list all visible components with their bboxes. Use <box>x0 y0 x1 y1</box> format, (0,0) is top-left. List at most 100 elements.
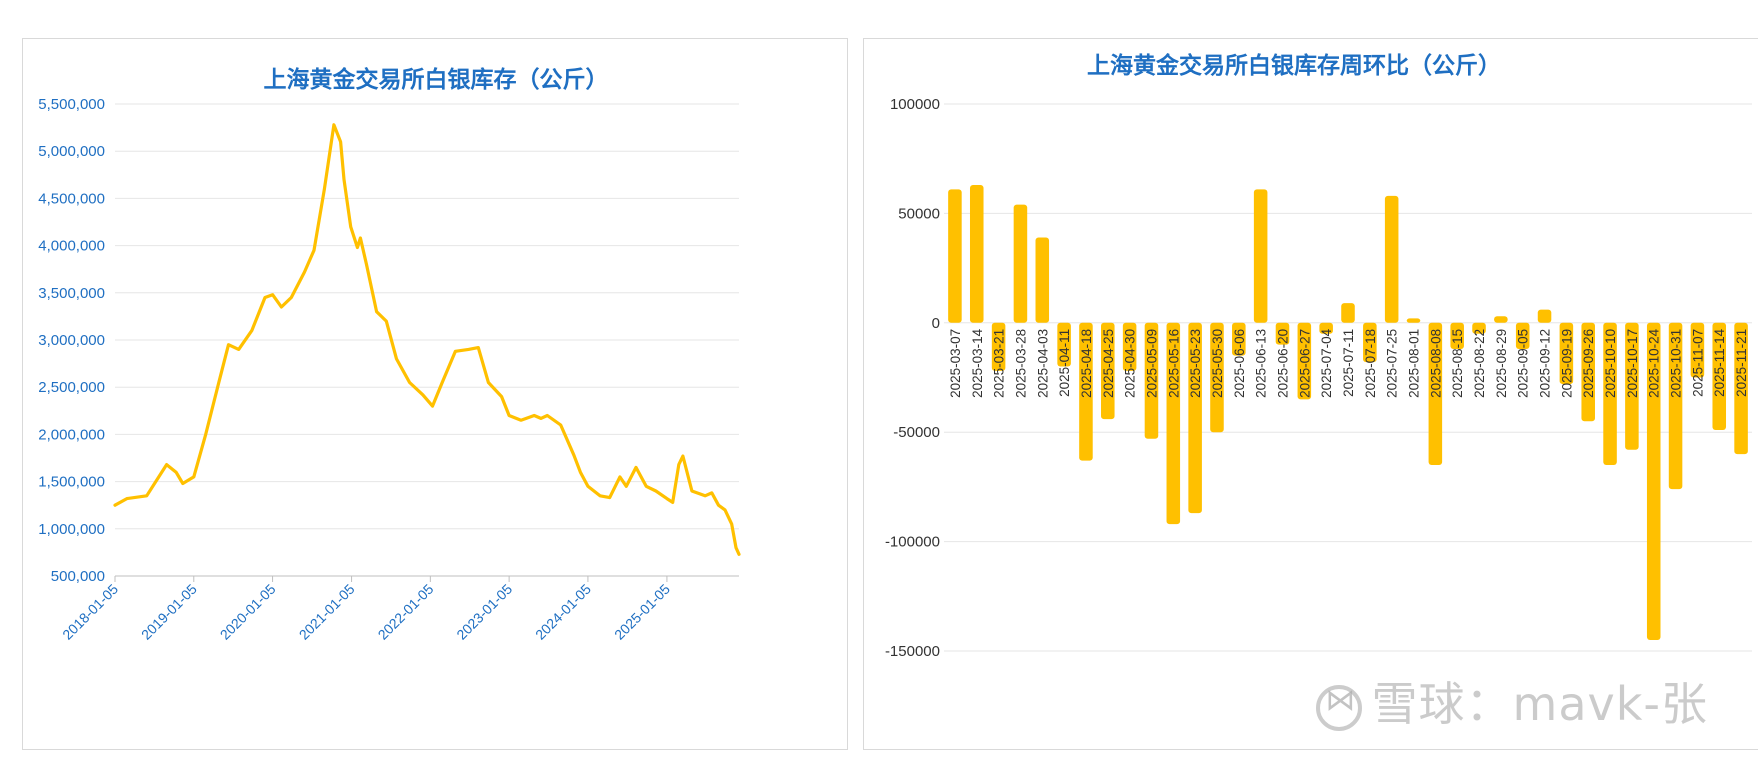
x-tick-label: 2025-10-17 <box>1625 329 1640 398</box>
y-tick-label: -100000 <box>885 534 940 551</box>
y-tick-label: 3,500,000 <box>38 285 105 302</box>
bar <box>1646 322 1661 641</box>
bar <box>1210 322 1224 433</box>
bar <box>1472 322 1486 334</box>
snowball-logo-icon <box>1315 683 1362 731</box>
x-tick-label: 2025-10-24 <box>1647 328 1662 398</box>
inventory-line-chart: 上海黄金交易所白银库存（公斤） 5,500,000 5,000,000 4,500,… <box>38 66 741 643</box>
x-tick-label: 2025-08-29 <box>1494 329 1509 398</box>
x-tick-label: 2025-09-19 <box>1559 329 1574 398</box>
x-tick-label: 2025-08-08 <box>1428 329 1443 398</box>
bar <box>1363 322 1377 363</box>
x-tick-label: 2023-01-05 <box>453 581 515 643</box>
bar <box>1559 322 1574 385</box>
bar <box>1079 322 1093 461</box>
x-tick-label: 2025-03-07 <box>948 329 963 398</box>
x-tick-label: 2025-04-30 <box>1123 329 1138 398</box>
x-tick-label: 2025-07-04 <box>1319 328 1334 398</box>
x-tick-label: 2025-06-13 <box>1254 329 1269 398</box>
x-tick-label: 2025-05-23 <box>1188 329 1203 398</box>
y-tick-label: 4,500,000 <box>38 190 105 207</box>
x-tick-label: 2019-01-05 <box>138 581 200 643</box>
x-tick-label: 2025-05-16 <box>1166 329 1181 398</box>
bar <box>1341 303 1355 323</box>
y-tick-label: 3,000,000 <box>38 332 105 349</box>
bar <box>1603 322 1617 466</box>
y-tick-label: 4,000,000 <box>38 238 105 255</box>
x-tick-label: 2025-09-26 <box>1581 329 1596 398</box>
x-tick-label: 2025-05-30 <box>1210 329 1225 398</box>
bar <box>991 322 1006 371</box>
x-tick-label: 2025-04-25 <box>1101 329 1116 398</box>
inventory-series-line <box>113 123 741 556</box>
bar <box>1188 322 1202 514</box>
x-tick-label: 2025-09-12 <box>1538 329 1553 398</box>
bar <box>1101 322 1115 420</box>
x-tick-label: 2024-01-05 <box>532 581 594 643</box>
x-tick-label: 2025-04-03 <box>1035 329 1050 398</box>
x-tick-label: 2025-04-11 <box>1057 329 1072 397</box>
x-tick-label: 2025-09-05 <box>1516 329 1531 398</box>
y-tick-label: 5,000,000 <box>38 143 105 160</box>
y-tick-label: 2,500,000 <box>38 379 105 396</box>
bar <box>1275 322 1290 345</box>
weekly-change-bar-chart: 上海黄金交易所白银库存周环比（公斤） 100000 50000 0 -50000 -10… <box>885 52 1752 660</box>
y-tick-label: -150000 <box>885 643 940 660</box>
x-tick-label: 2025-08-22 <box>1472 329 1487 398</box>
x-tick-label: 2020-01-05 <box>217 581 279 643</box>
x-tick-label: 2025-10-31 <box>1669 329 1684 398</box>
weekly-change-bar-chart-panel: 上海黄金交易所白银库存周环比（公斤） 100000 50000 0 -50000 -10… <box>863 38 1758 750</box>
x-tick-label: 2025-08-01 <box>1407 329 1422 398</box>
bar <box>1232 322 1246 356</box>
bar <box>969 184 984 323</box>
bar <box>1450 322 1464 350</box>
bar <box>1537 309 1552 323</box>
bar <box>1297 322 1312 400</box>
x-tick-label: 2025-11-21 <box>1734 329 1749 397</box>
bar <box>1494 316 1508 323</box>
bar <box>1384 195 1399 323</box>
watermark-text: 雪球：mavk-张 <box>1371 677 1708 731</box>
bar <box>1712 322 1727 431</box>
bar <box>1057 322 1071 367</box>
bar <box>1166 322 1181 525</box>
x-tick-label: 2025-04-18 <box>1079 329 1094 398</box>
x-tick-label: 2025-06-06 <box>1232 329 1247 398</box>
bar <box>1734 322 1748 455</box>
x-tick-label: 2025-03-28 <box>1013 329 1028 398</box>
x-tick-label: 2025-06-27 <box>1297 329 1312 398</box>
x-tick-label: 2025-06-20 <box>1275 329 1290 398</box>
x-tick-label: 2021-01-05 <box>296 581 358 643</box>
x-tick-label: 2025-11-07 <box>1690 329 1705 397</box>
y-tick-label: 50000 <box>898 205 940 222</box>
bar <box>1144 322 1159 439</box>
y-tick-label: 500,000 <box>51 568 105 585</box>
x-tick-label: 2025-10-10 <box>1603 329 1618 398</box>
bar <box>1428 322 1443 466</box>
x-tick-label: 2018-01-05 <box>59 581 121 643</box>
chart-title: 上海黄金交易所白银库存（公斤） <box>264 66 609 92</box>
x-tick-label: 2025-11-14 <box>1712 328 1727 397</box>
y-tick-label: 100000 <box>890 96 940 113</box>
x-tick-label: 2025-01-05 <box>611 581 673 643</box>
inventory-line-chart-panel: 上海黄金交易所白银库存（公斤） 5,500,000 5,000,000 4,500,… <box>22 38 848 750</box>
y-tick-label: 2,000,000 <box>38 426 105 443</box>
x-tick-label: 2025-07-25 <box>1385 329 1400 398</box>
y-tick-label: 1,000,000 <box>38 521 105 538</box>
watermark: 雪球：mavk-张 <box>1315 668 1708 734</box>
bar <box>1253 189 1268 323</box>
x-tick-label: 2025-07-18 <box>1363 329 1378 398</box>
bar <box>1013 204 1028 323</box>
y-tick-label: 5,500,000 <box>38 96 105 113</box>
y-tick-label: 1,500,000 <box>38 474 105 491</box>
y-tick-label: -50000 <box>893 424 940 441</box>
x-tick-label: 2025-03-21 <box>992 329 1007 398</box>
bar <box>1035 237 1050 323</box>
bar <box>1625 322 1639 450</box>
bar <box>1581 322 1595 422</box>
bar <box>1406 318 1421 323</box>
y-tick-label: 0 <box>932 315 940 332</box>
chart-title: 上海黄金交易所白银库存周环比（公斤） <box>1087 52 1501 78</box>
bar <box>948 189 962 323</box>
bar <box>1122 322 1137 371</box>
